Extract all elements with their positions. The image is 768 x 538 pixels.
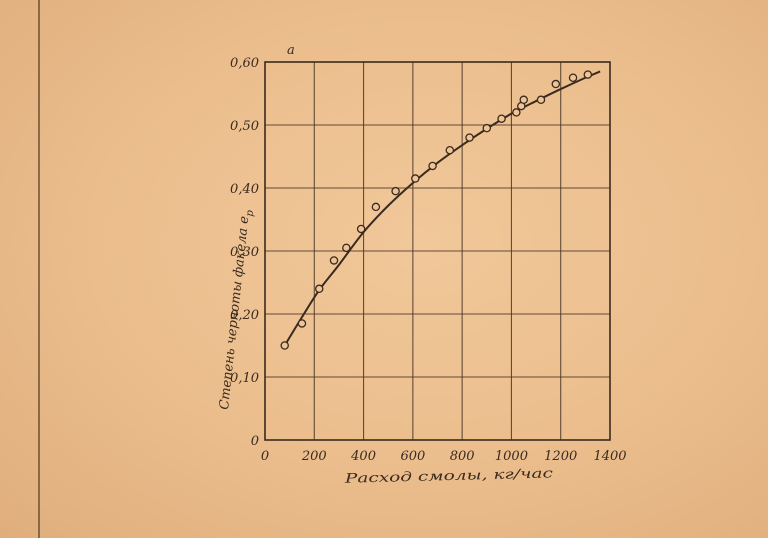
y-tick-label-1: 0,10: [230, 371, 259, 386]
data-point-10: [445, 145, 455, 155]
y-tick-label-6: 0,60: [230, 56, 259, 71]
page-margin-line: [38, 0, 40, 538]
y-tick-label-5: 0,50: [230, 119, 259, 134]
x-tick-label-6: 1200: [544, 449, 577, 464]
x-tick-label-7: 1400: [593, 449, 626, 464]
plot-border: [264, 61, 611, 441]
x-axis-label: Расход смолы, кг/час: [343, 466, 554, 487]
y-tick-label-2: 0,20: [230, 308, 259, 323]
fitted-curve-group: [283, 70, 601, 347]
data-point-9: [428, 161, 437, 171]
data-point-17: [536, 95, 546, 105]
x-tick-label-4: 800: [450, 449, 475, 464]
data-point-19: [568, 73, 578, 83]
data-point-3: [329, 256, 339, 265]
data-points: [280, 70, 593, 350]
data-point-12: [482, 123, 492, 133]
data-point-7: [391, 186, 400, 196]
data-point-2: [314, 284, 324, 294]
x-tick-label-1: 200: [301, 449, 327, 464]
x-tick-label-5: 1000: [495, 449, 528, 464]
data-point-14: [512, 108, 521, 117]
data-point-6: [371, 202, 381, 212]
data-point-13: [497, 114, 506, 123]
data-point-20: [583, 70, 593, 79]
x-tick-label-0: 0: [261, 449, 269, 464]
data-point-5: [356, 224, 366, 234]
x-tick-label-2: 400: [350, 449, 376, 464]
x-tick-label-3: 600: [400, 449, 425, 464]
y-tick-label-4: 0,40: [230, 182, 259, 197]
data-point-4: [342, 243, 351, 253]
fitted-curve: [283, 70, 601, 347]
grid: [265, 62, 610, 440]
y-tick-label-3: 0,30: [230, 245, 259, 260]
panel-label: a: [287, 43, 295, 58]
y-axis-label-subscript: р: [244, 209, 256, 217]
data-point-16: [519, 95, 529, 105]
data-point-1: [297, 319, 307, 328]
data-point-18: [551, 79, 561, 89]
tick-labels: 0 200 400 600 800 1000 1200 1400 0 0,10 0,20 0,30 0,…: [230, 56, 627, 464]
data-point-11: [465, 133, 474, 142]
y-tick-label-0: 0: [251, 434, 259, 449]
data-point-8: [411, 174, 420, 183]
plot-frame: [264, 61, 611, 441]
data-point-0: [280, 341, 289, 350]
